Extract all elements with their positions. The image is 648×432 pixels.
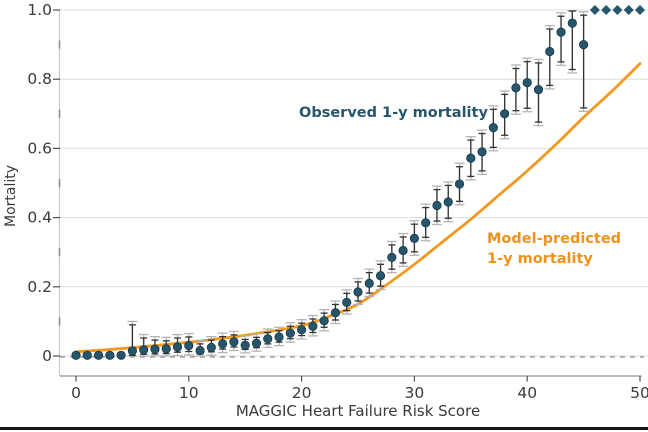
observed-point	[578, 39, 589, 50]
predicted-series-label-line1: Model-predicted	[487, 231, 622, 247]
x-axis-title: MAGGIC Heart Failure Risk Score	[235, 402, 481, 420]
predicted-series-label-line2: 1-y mortality	[487, 251, 593, 267]
observed-point	[488, 123, 498, 133]
observed-point	[93, 350, 104, 360]
observed-point	[71, 350, 81, 360]
observed-point	[342, 297, 352, 307]
x-tick-label: 20	[292, 384, 312, 402]
observed-point	[477, 147, 487, 157]
observed-point	[206, 342, 216, 352]
observed-point	[511, 83, 521, 93]
observed-point-diamond	[635, 5, 645, 15]
observed-point	[229, 337, 239, 347]
predicted-series-label: Model-predicted 1-y mortality	[487, 229, 621, 269]
observed-point	[567, 18, 577, 28]
observed-point	[263, 334, 273, 344]
observed-point-diamond	[623, 5, 634, 15]
observed-point	[319, 316, 329, 326]
observed-point	[285, 328, 295, 338]
observed-point-diamond	[612, 5, 623, 15]
observed-point	[454, 179, 465, 189]
observed-point	[308, 321, 318, 331]
observed-point	[533, 84, 544, 95]
observed-point	[184, 341, 194, 351]
observed-point	[127, 346, 137, 356]
observed-point	[274, 332, 284, 342]
observed-point	[161, 344, 171, 354]
observed-point	[545, 46, 555, 57]
observed-point	[398, 245, 408, 256]
y-tick-label: 0.8	[27, 70, 52, 88]
observed-point	[218, 339, 228, 349]
observed-point	[387, 252, 397, 262]
observed-point	[522, 78, 532, 88]
observed-point	[432, 200, 442, 211]
observed-point	[82, 350, 92, 360]
y-tick-label: 0	[42, 347, 52, 365]
observed-point	[409, 233, 419, 243]
observed-point	[421, 218, 431, 228]
observed-point	[556, 27, 566, 37]
y-tick-label: 0.4	[27, 209, 52, 227]
observed-point-diamond	[589, 5, 600, 15]
model-predicted-curve	[74, 62, 642, 354]
observed-point	[139, 345, 149, 355]
observed-point	[353, 287, 363, 297]
observed-point	[105, 350, 115, 360]
observed-point	[443, 197, 453, 207]
x-tick-label: 40	[517, 384, 537, 402]
observed-point	[240, 340, 250, 350]
observed-point	[251, 338, 262, 348]
y-tick-label: 0.6	[27, 139, 52, 157]
observed-point-diamond	[601, 5, 612, 15]
observed-point	[364, 278, 374, 288]
observed-series-label: Observed 1-y mortality	[299, 105, 488, 121]
observed-point	[150, 344, 160, 354]
x-tick-label: 10	[179, 384, 199, 402]
x-tick-label: 50	[630, 384, 648, 402]
x-tick-label: 30	[405, 384, 425, 402]
observed-point	[296, 325, 307, 335]
observed-point	[172, 342, 183, 352]
observed-point	[330, 308, 341, 318]
x-tick-label: 0	[71, 384, 81, 402]
observed-point	[116, 350, 126, 360]
y-tick-label: 1.0	[27, 1, 52, 19]
observed-point	[500, 109, 510, 119]
figure-bottom-rule	[0, 427, 648, 430]
observed-point	[466, 153, 476, 163]
y-axis-title: Mortality	[3, 164, 20, 228]
observed-point	[375, 271, 386, 281]
y-tick-label: 0.2	[27, 278, 52, 296]
observed-point	[195, 345, 205, 356]
